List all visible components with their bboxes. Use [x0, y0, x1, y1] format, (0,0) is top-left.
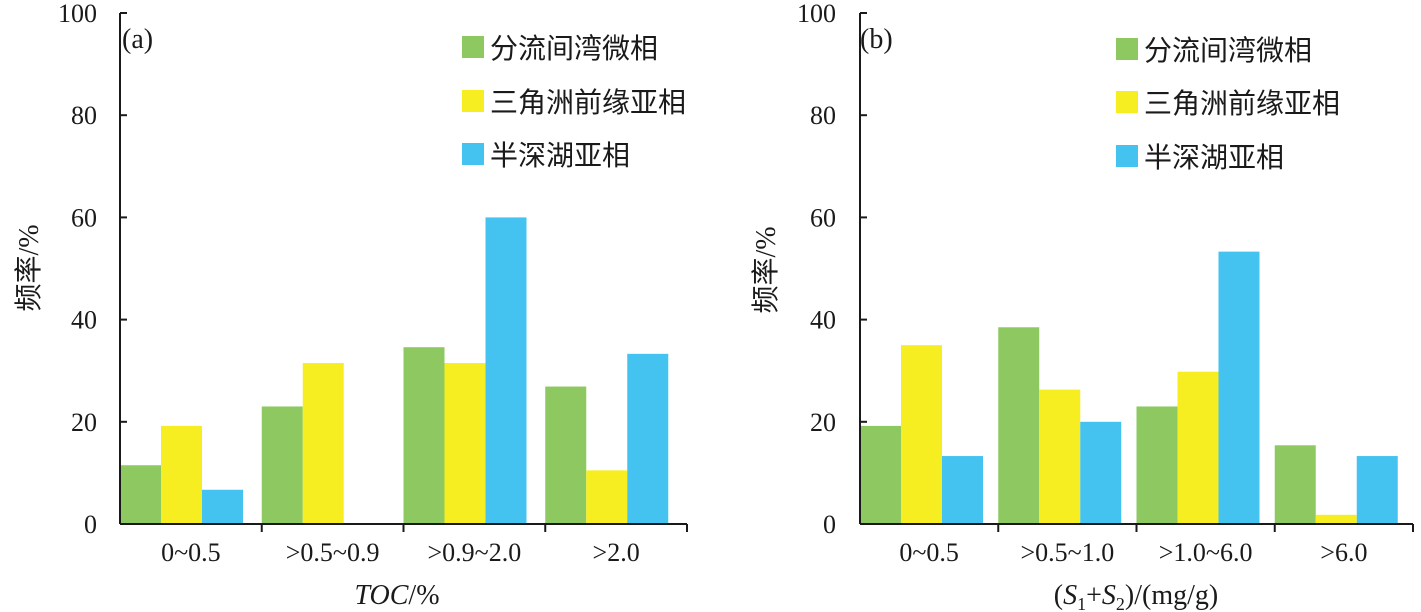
panel-b-y-ticks: 0 20 40 60 80 100: [797, 0, 867, 539]
panel-a-legend: 分流间湾微相 三角洲前缘亚相 半深湖亚相: [462, 33, 686, 172]
bar-blue: [627, 353, 669, 524]
panel-a-category-labels: 0~0.5 >0.5~0.9 >0.9~2.0 >2.0: [161, 538, 640, 567]
bar-green: [120, 465, 161, 524]
legend-swatch-green: [462, 36, 484, 58]
panel-b: 0 20 40 60 80 100 0~0.5 >0.5~1.0 >1.0~6.0 >6.0 (…: [750, 0, 1414, 612]
bar-green: [998, 327, 1040, 524]
x-category-label: 0~0.5: [161, 538, 221, 567]
bar-green: [403, 347, 445, 524]
y-tick-label: 100: [58, 0, 97, 28]
x-title-s2: S: [1102, 580, 1116, 611]
bar-yellow: [586, 470, 628, 524]
bar-blue: [1218, 251, 1260, 524]
x-category-label: >2.0: [593, 538, 640, 567]
panel-b-y-axis-title: 频率/%: [750, 226, 782, 313]
legend-label-blue: 半深湖亚相: [490, 140, 630, 172]
y-tick-label: 40: [810, 306, 836, 335]
bar-yellow: [444, 363, 486, 524]
panel-a-label: (a): [122, 24, 153, 55]
legend-label-green: 分流间湾微相: [1144, 35, 1312, 67]
panel-a-y-ticks: 0 20 40 60 80 100: [58, 0, 127, 539]
x-category-label: >0.5~0.9: [286, 538, 380, 567]
y-tick-label: 0: [84, 510, 97, 539]
y-tick-label: 60: [810, 203, 836, 232]
bar-blue: [942, 456, 983, 524]
x-category-label: >1.0~6.0: [1159, 538, 1253, 567]
x-category-label: 0~0.5: [899, 538, 959, 567]
panel-a-bars: [120, 217, 669, 524]
x-title-s1: S: [1063, 580, 1077, 611]
bar-green: [261, 406, 303, 524]
bar-green: [545, 386, 587, 524]
x-title-unit: )/(mg/g): [1125, 580, 1218, 611]
y-tick-label: 20: [810, 408, 836, 437]
panel-b-legend: 分流间湾微相 三角洲前缘亚相 半深湖亚相: [1116, 35, 1340, 174]
x-title-sub2: 2: [1116, 594, 1125, 612]
bar-yellow: [302, 363, 344, 524]
bar-green: [860, 425, 901, 524]
x-category-label: >0.9~2.0: [428, 538, 522, 567]
x-title-sub1: 1: [1077, 594, 1086, 612]
legend-swatch-yellow: [1116, 91, 1138, 113]
y-tick-label: 40: [71, 306, 97, 335]
bar-blue: [485, 217, 527, 524]
panel-a-x-axis-title: TOC/%: [354, 580, 439, 611]
panel-a: 0 20 40 60 80 100 0~0.5 >0.5~0.9 >0.9~2.0 >2.0 (…: [13, 0, 688, 611]
bar-green: [1274, 445, 1316, 524]
legend-label-green: 分流间湾微相: [490, 33, 658, 65]
bar-yellow: [161, 425, 202, 524]
legend-swatch-blue: [1116, 145, 1138, 167]
panel-b-category-labels: 0~0.5 >0.5~1.0 >1.0~6.0 >6.0: [899, 538, 1367, 567]
y-tick-label: 20: [71, 408, 97, 437]
y-tick-label: 60: [71, 203, 97, 232]
bar-blue: [1080, 421, 1122, 524]
x-title-toc: TOC: [354, 580, 408, 611]
legend-label-blue: 半深湖亚相: [1144, 142, 1284, 174]
y-tick-label: 80: [810, 101, 836, 130]
bar-green: [1136, 406, 1178, 524]
x-title-open: (: [1054, 580, 1063, 611]
panel-a-y-axis-title: 频率/%: [13, 224, 45, 311]
legend-swatch-yellow: [462, 90, 484, 112]
panel-b-bars: [860, 251, 1398, 524]
panel-b-label: (b): [860, 24, 893, 55]
bar-blue: [1356, 456, 1398, 524]
panel-b-x-axis-title: (S1+S2)/(mg/g): [1054, 580, 1218, 612]
panel-b-x-ticks: [997, 524, 1414, 532]
bar-yellow: [1177, 371, 1219, 524]
legend-swatch-blue: [462, 143, 484, 165]
bar-blue: [202, 489, 243, 524]
legend-label-yellow: 三角洲前缘亚相: [1144, 88, 1340, 120]
x-category-label: >0.5~1.0: [1021, 538, 1115, 567]
x-title-plus: +: [1086, 580, 1102, 611]
y-tick-label: 80: [71, 101, 97, 130]
bar-yellow: [1039, 389, 1081, 524]
y-tick-label: 0: [823, 510, 836, 539]
bar-yellow: [1315, 514, 1357, 524]
panel-a-x-ticks: [260, 524, 688, 532]
legend-label-yellow: 三角洲前缘亚相: [490, 87, 686, 119]
bar-yellow: [901, 345, 942, 524]
legend-swatch-green: [1116, 38, 1138, 60]
x-title-unit: /%: [408, 580, 439, 611]
x-category-label: >6.0: [1320, 538, 1367, 567]
y-tick-label: 100: [797, 0, 836, 28]
